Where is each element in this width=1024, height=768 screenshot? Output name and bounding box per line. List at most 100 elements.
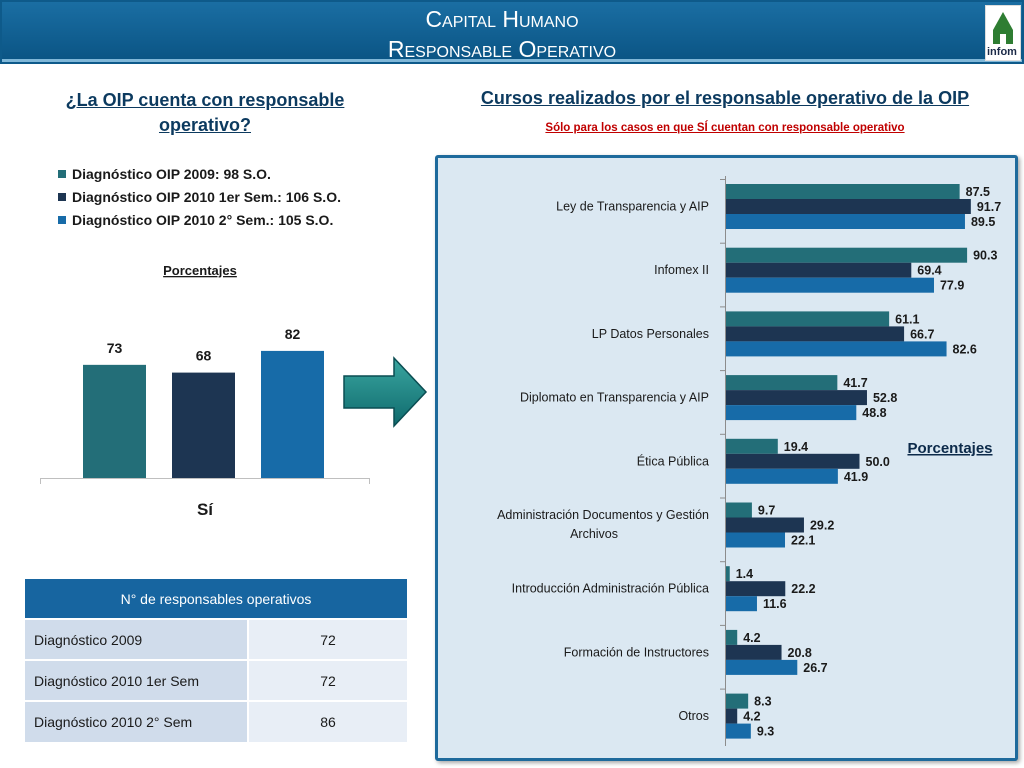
right-bar-value: 41.9	[844, 470, 868, 484]
legend-swatch	[58, 193, 66, 201]
legend-swatch	[58, 216, 66, 224]
right-bar-value: 9.7	[758, 504, 775, 518]
right-bar	[726, 629, 738, 645]
right-bar-value: 22.1	[791, 534, 815, 548]
right-bar	[726, 438, 778, 454]
table-cell-label: Diagnóstico 2010 2° Sem	[25, 700, 249, 742]
right-bar-value: 66.7	[910, 327, 934, 341]
table-header-row: N° de responsables operativos	[25, 579, 407, 619]
right-bar	[726, 517, 804, 533]
legend-swatch	[58, 170, 66, 178]
right-bar	[726, 277, 934, 293]
table-header: N° de responsables operativos	[120, 590, 312, 607]
right-bar	[726, 453, 860, 469]
table-cell-value: 86	[248, 700, 407, 742]
table-cell-value: 72	[248, 659, 407, 701]
right-bar	[726, 723, 751, 739]
table-row: Diagnóstico 2009 72	[25, 618, 407, 660]
table-cell-value: 72	[248, 618, 407, 660]
right-bar-value: 52.8	[873, 391, 897, 405]
right-bar	[726, 341, 947, 357]
left-bar	[83, 364, 146, 478]
right-bar	[726, 644, 782, 660]
right-bar-value: 87.5	[966, 185, 990, 199]
table-cell-label: Diagnóstico 2009	[25, 618, 249, 660]
right-bar-value: 41.7	[843, 376, 867, 390]
right-bar-value: 8.3	[754, 695, 771, 709]
right-bar	[726, 693, 749, 709]
right-bar	[726, 311, 890, 327]
right-bar-value: 29.2	[810, 519, 834, 533]
right-bar-value: 1.4	[736, 567, 753, 581]
right-category-label: Otros	[678, 709, 709, 723]
header-banner: Capital Humano Responsable Operativo inf…	[0, 0, 1024, 64]
legend-item-2009: Diagnóstico OIP 2009: 98 S.O.	[58, 164, 341, 187]
left-legend: Diagnóstico OIP 2009: 98 S.O. Diagnóstic…	[58, 164, 341, 233]
right-bar	[726, 184, 960, 199]
right-category-label: Ley de Transparencia y AIP	[556, 200, 709, 214]
table-row: Diagnóstico 2010 2° Sem 86	[25, 700, 407, 742]
left-bar	[172, 372, 235, 478]
right-bar-value: 11.6	[763, 597, 787, 611]
right-category-label: Infomex II	[654, 263, 709, 277]
left-bar	[261, 350, 324, 478]
right-bar-value: 89.5	[971, 215, 995, 229]
right-bar	[726, 659, 798, 675]
right-chart-subtitle: Sólo para los casos en que SÍ cuentan co…	[545, 122, 905, 134]
arrow-right-icon	[343, 356, 428, 428]
right-bar-value: 90.3	[973, 249, 997, 263]
right-bar	[726, 532, 786, 548]
right-bar-value: 61.1	[895, 312, 919, 326]
right-bar	[726, 581, 786, 597]
right-bar	[726, 375, 838, 391]
right-bar-value: 77.9	[940, 279, 964, 293]
right-bar-value: 48.8	[862, 406, 886, 420]
right-bar-value: 20.8	[788, 646, 812, 660]
monument-icon	[993, 12, 1013, 44]
right-bar	[726, 390, 867, 406]
slide-title-line1: Capital Humano	[425, 6, 579, 32]
right-chart-panel: Ley de Transparencia y AIP 87.5 91.7 89.5 In…	[435, 155, 1018, 761]
right-bar-value: 4.2	[743, 631, 760, 645]
right-bar	[726, 199, 971, 214]
right-category-label: Diplomato en Transparencia y AIP	[520, 391, 709, 405]
right-bar	[726, 405, 857, 421]
right-bar-value: 19.4	[784, 440, 808, 454]
right-bar-value: 22.2	[791, 582, 815, 596]
left-bar-value: 73	[107, 340, 123, 356]
left-category-label: Sí	[197, 500, 214, 519]
legend-item-2010-2: Diagnóstico OIP 2010 2° Sem.: 105 S.O.	[58, 210, 341, 233]
right-bar-value: 26.7	[803, 661, 827, 675]
responsables-table: N° de responsables operativos Diagnóstic…	[25, 579, 407, 742]
infomex-logo: infom	[985, 5, 1021, 61]
logo-text: infom	[987, 46, 1017, 58]
legend-label: Diagnóstico OIP 2010 1er Sem.: 106 S.O.	[72, 189, 341, 205]
right-bar	[726, 214, 965, 229]
table-cell-label: Diagnóstico 2010 1er Sem	[25, 659, 249, 701]
right-bar	[726, 502, 752, 518]
right-bar-value: 9.3	[757, 725, 774, 739]
right-bar	[726, 596, 757, 612]
left-bar-chart: Porcentajes 73 68 82 Sí	[40, 263, 370, 519]
right-bar	[726, 566, 730, 582]
right-bar-value: 91.7	[977, 200, 1001, 214]
right-category-label: LP Datos Personales	[592, 327, 709, 341]
left-bar-value: 68	[196, 348, 212, 364]
right-bar-value: 69.4	[917, 264, 941, 278]
left-bar-value: 82	[285, 326, 301, 342]
right-bar-value: 50.0	[866, 455, 890, 469]
slide-title-line2: Responsable Operativo	[387, 36, 617, 62]
right-category-label: Archivos	[570, 527, 618, 541]
right-bar	[726, 326, 905, 342]
right-category-label: Formación de Instructores	[564, 645, 709, 659]
right-bar	[726, 468, 838, 484]
right-category-label: Introducción Administración Pública	[512, 582, 709, 596]
right-bar-value: 4.2	[743, 710, 760, 724]
right-chart-title: Cursos realizados por el responsable ope…	[480, 88, 970, 108]
right-chart-title: Porcentajes	[907, 440, 992, 457]
right-bar-value: 82.6	[953, 342, 977, 356]
table-row: Diagnóstico 2010 1er Sem 72	[25, 659, 407, 701]
right-bar	[726, 247, 968, 263]
header-inner: Capital Humano Responsable Operativo	[2, 2, 1022, 62]
legend-label: Diagnóstico OIP 2010 2° Sem.: 105 S.O.	[72, 212, 334, 228]
